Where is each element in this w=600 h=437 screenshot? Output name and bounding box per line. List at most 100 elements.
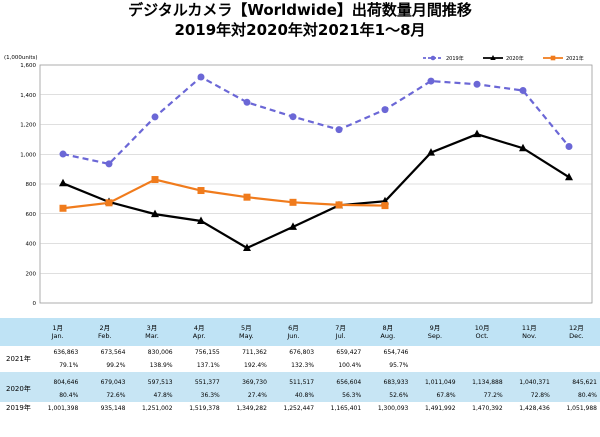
cell-value-2021 [459, 346, 506, 359]
table-row-2020-pct: 80.4% 72.6% 47.8% 36.3% 27.4% 40.8% 56.3% 52.6%… [0, 389, 600, 402]
month-label-en: Apr. [192, 332, 206, 340]
month-label-ja: 9月 [429, 324, 441, 332]
data-point-2019年 [243, 98, 251, 106]
cell-pct-2021: 79.1% [59, 362, 79, 369]
table-month-header: 8月 Aug. [364, 318, 412, 346]
data-point-2019年 [335, 126, 343, 134]
cell-value-2019: 1,001,398 [47, 405, 79, 412]
cell-pct-2020: 80.4% [34, 389, 82, 402]
row-label: 2020年 [0, 376, 35, 402]
y-tick-label: 800 [26, 182, 37, 188]
month-label-ja: 1月 [52, 324, 63, 332]
cell-value-2021 [553, 346, 600, 359]
cell-pct-2020: 47.8% [128, 389, 176, 402]
series-line-2021年 [62, 178, 386, 210]
table-row-2021-values: 2021年 636,863 673,564 830,006 756,155 711,362… [0, 346, 600, 362]
month-label-en: Sep. [427, 332, 443, 340]
data-point-2021年 [289, 198, 297, 206]
month-label-ja: 11月 [521, 324, 537, 332]
table-month-header: 2月 Feb. [81, 318, 129, 346]
cell-value-2019: 935,148 [100, 405, 126, 412]
chart-title: デジタルカメラ【Worldwide】出荷数量月間推移 [128, 1, 472, 19]
cell-value-2020: 511,517 [269, 376, 318, 389]
month-label-en: Dec. [569, 332, 584, 340]
cell-value-2021: 659,427 [336, 349, 362, 356]
cell-value-2020: 1,134,888 [458, 376, 506, 389]
legend-marker [490, 55, 496, 60]
series-line-2019年 [62, 75, 570, 166]
data-point-2019年 [381, 106, 389, 114]
data-point-2021年 [151, 176, 159, 184]
cell-pct-2021: 137.1% [196, 362, 220, 369]
cell-value-2019: 1,051,988 [566, 405, 597, 412]
cell-value-2019: 1,519,378 [189, 405, 220, 412]
cell-pct-2020: 72.8% [505, 389, 553, 402]
table-month-header: 6月 Jun. [269, 318, 318, 346]
cell-value-2020: 804,646 [34, 376, 82, 389]
series-line-2020年 [62, 133, 570, 250]
data-point-2021年 [59, 204, 67, 212]
data-point-2020年 [151, 209, 159, 218]
y-tick-label: 200 [26, 271, 37, 277]
month-label-en: May. [239, 332, 254, 340]
cell-pct-2020: 36.3% [175, 389, 223, 402]
cell-pct-2020: 40.8% [269, 389, 318, 402]
cell-value-2019: 1,252,447 [283, 405, 315, 412]
cell-value-2020: 1,040,371 [505, 376, 553, 389]
legend-label: 2019年 [446, 55, 464, 62]
cell-value-2020: 656,604 [317, 376, 365, 389]
table-row-2020-values: 2020年 804,646 679,043 597,513 551,377 369,730… [0, 376, 600, 402]
y-tick-label: 1,200 [20, 123, 36, 129]
month-label-en: Jun. [287, 332, 300, 340]
table-month-header: 12月 Dec. [552, 318, 600, 346]
data-point-2020年 [473, 129, 481, 138]
cell-pct-2021: 99.2% [106, 362, 126, 369]
month-label-en: Nov. [522, 332, 537, 340]
cell-value-2021: 830,006 [147, 349, 173, 356]
cell-value-2020: 551,377 [175, 376, 223, 389]
data-point-2020年 [565, 172, 573, 181]
y-axis-unit: (1,000units) [4, 55, 38, 61]
data-point-2020年 [243, 243, 251, 252]
table-month-header: 3月 Mar. [128, 318, 176, 346]
table-gap [0, 372, 600, 376]
month-label-en: Feb. [98, 332, 112, 340]
month-label-ja: 5月 [240, 324, 252, 332]
chart-subtitle: 2019年対2020年対2021年1～8月 [174, 21, 426, 39]
data-point-2020年 [519, 143, 527, 152]
cell-value-2019: 1,349,282 [236, 405, 267, 412]
y-tick-label: 1,600 [20, 63, 36, 69]
cell-pct-2020: 67.8% [411, 389, 459, 402]
row-label: 2021年 [6, 354, 31, 363]
data-point-2020年 [197, 216, 205, 224]
month-label-ja: 12月 [569, 324, 584, 332]
table-month-header: 4月 Apr. [175, 318, 223, 346]
cell-value-2021: 636,863 [53, 349, 79, 356]
data-point-2019年 [427, 77, 435, 85]
table-corner [0, 318, 35, 346]
data-point-2019年 [197, 73, 205, 81]
data-point-2021年 [197, 187, 205, 195]
data-point-2021年 [335, 201, 343, 209]
cell-value-2019: 1,165,401 [330, 405, 362, 412]
month-label-ja: 10月 [474, 324, 490, 332]
legend-marker [430, 55, 436, 61]
table-month-header: 5月 May. [222, 318, 270, 346]
cell-value-2021: 676,803 [289, 349, 315, 356]
cell-value-2020: 1,011,049 [411, 376, 459, 389]
data-point-2019年 [289, 113, 297, 121]
cell-value-2020: 683,933 [364, 376, 412, 389]
cell-pct-2021: 100.4% [338, 362, 362, 369]
table-month-header: 7月 Jul. [317, 318, 365, 346]
cell-value-2021: 756,155 [194, 349, 220, 356]
data-point-2021年 [105, 199, 113, 207]
cell-pct-2021: 192.4% [244, 362, 267, 369]
cell-pct-2021 [553, 359, 600, 372]
table-row-2019-values: 2019年 1,001,398 935,148 1,251,002 1,519,378 1… [0, 402, 600, 415]
cell-pct-2020: 80.4% [552, 389, 600, 402]
cell-pct-2021: 95.7% [389, 362, 409, 369]
data-point-2020年 [427, 148, 435, 156]
month-label-ja: 8月 [382, 324, 394, 332]
legend-marker [550, 55, 556, 61]
data-point-2019年 [105, 160, 113, 168]
